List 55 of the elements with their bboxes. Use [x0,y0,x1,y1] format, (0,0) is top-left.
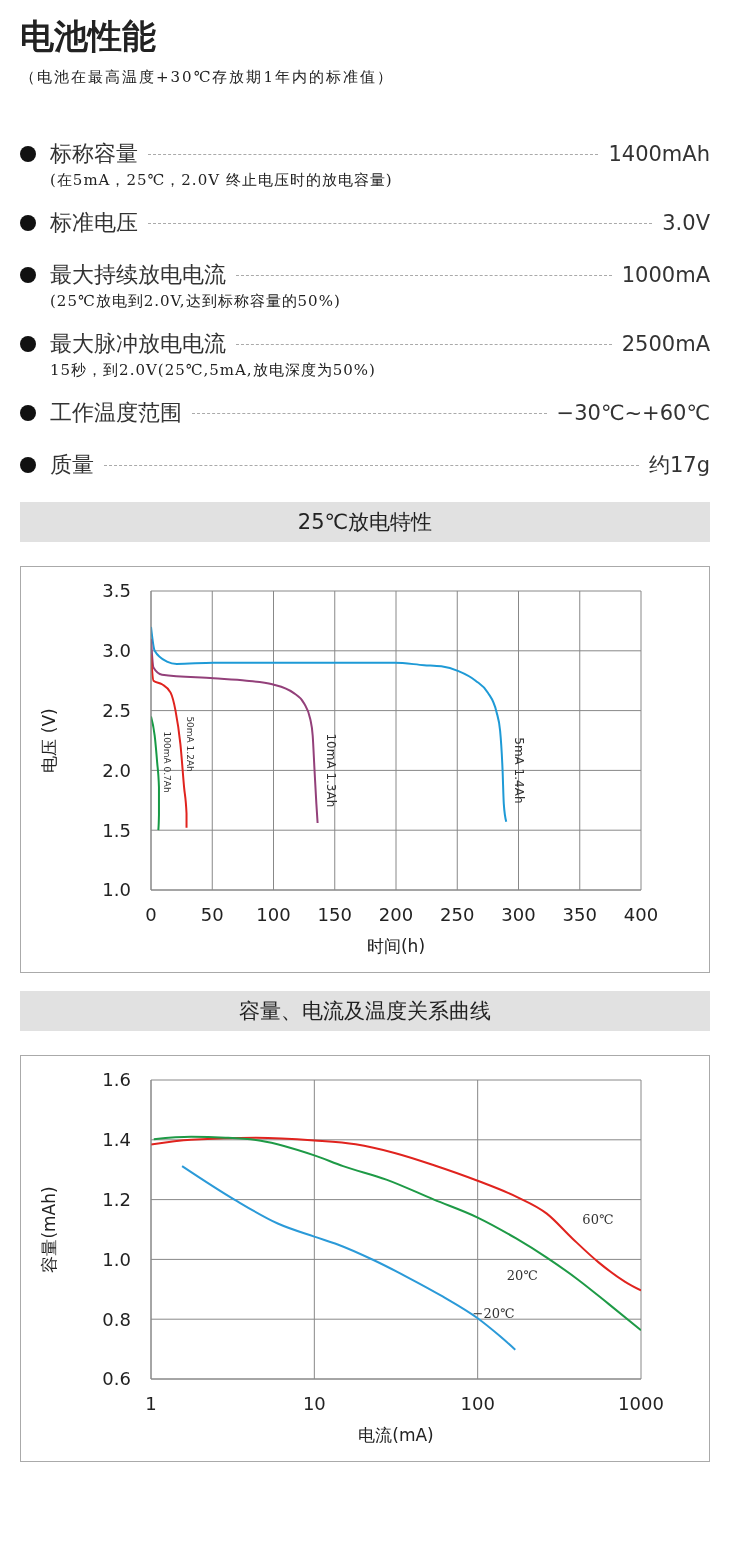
text: 50mA 1.2Ah [185,716,196,772]
category-label: 工作温度范围 [50,399,182,427]
category-label: 标准电压 [50,209,138,237]
y-tick-label: 2.5 [102,699,131,721]
text: 3.0V [662,211,710,235]
y-tick-label: 0.6 [102,1368,131,1390]
x-tick-label: 350 [562,903,597,925]
category-label: 质量 [50,451,94,479]
y-tick-label: 2.0 [102,759,131,781]
text: 15秒，到2.0V(25℃,5mA,放电深度为50%) [50,361,377,380]
category-label: 最大持续放电电流 [50,261,226,289]
x-tick-label: 150 [317,903,352,925]
y-tick-label: 1.2 [102,1188,131,1210]
y-tick-label: 1.4 [102,1129,131,1151]
text: （电池在最高温度+30℃存放期1年内的标准值） [20,68,395,87]
text: 约17g [648,453,710,477]
text: 1400mAh [608,142,710,166]
category-label: 最大脉冲放电电流 [50,330,226,358]
category-label: 标称容量 [50,140,138,168]
text: 5mA 1.4Ah [511,737,526,804]
y-tick-label: 1.0 [102,879,131,901]
y-axis-title: 电压 (V) [39,708,60,773]
series-label: 60℃ [582,1212,614,1228]
x-tick-label: 300 [501,903,536,925]
x-axis-title: 电流(mA) [358,1425,434,1445]
text: −30℃~+60℃ [556,401,710,425]
x-tick-label: 100 [460,1392,495,1414]
x-tick-label: 250 [440,903,475,925]
text: (在5mA，25℃，2.0V 终止电压时的放电容量) [50,171,394,190]
x-tick-label: 0 [145,903,157,925]
y-tick-label: 3.0 [102,640,131,662]
x-tick-label: 1 [145,1392,157,1414]
x-tick-label: 200 [378,903,414,925]
y-tick-label: 1.0 [102,1248,131,1270]
series-label: 20℃ [506,1267,538,1283]
text: 100mA 0.7Ah [162,731,173,793]
text: (25℃放电到2.0V,达到标称容量的50%) [50,292,342,311]
y-axis-title: 容量(mAh) [39,1186,60,1273]
chart-title: 容量、电流及温度关系曲线 [20,991,710,1031]
text: 1000mA [621,263,710,287]
text: 10mA 1.3Ah [323,733,338,808]
y-tick-label: 0.8 [102,1308,131,1330]
y-tick-label: 1.5 [102,819,131,841]
chart-title: 25℃放电特性 [20,502,710,542]
y-tick-label: 3.5 [102,580,131,602]
x-axis-title: 时间(h) [366,936,426,956]
text: 2500mA [621,332,710,356]
x-tick-label: 400 [623,903,659,925]
series-label: −20℃ [472,1306,515,1322]
x-tick-label: 100 [256,903,291,925]
x-tick-label: 1000 [618,1392,664,1414]
text: 电池性能 [20,15,157,58]
y-tick-label: 1.6 [102,1069,131,1091]
x-tick-label: 50 [200,903,224,925]
x-tick-label: 10 [302,1392,326,1414]
